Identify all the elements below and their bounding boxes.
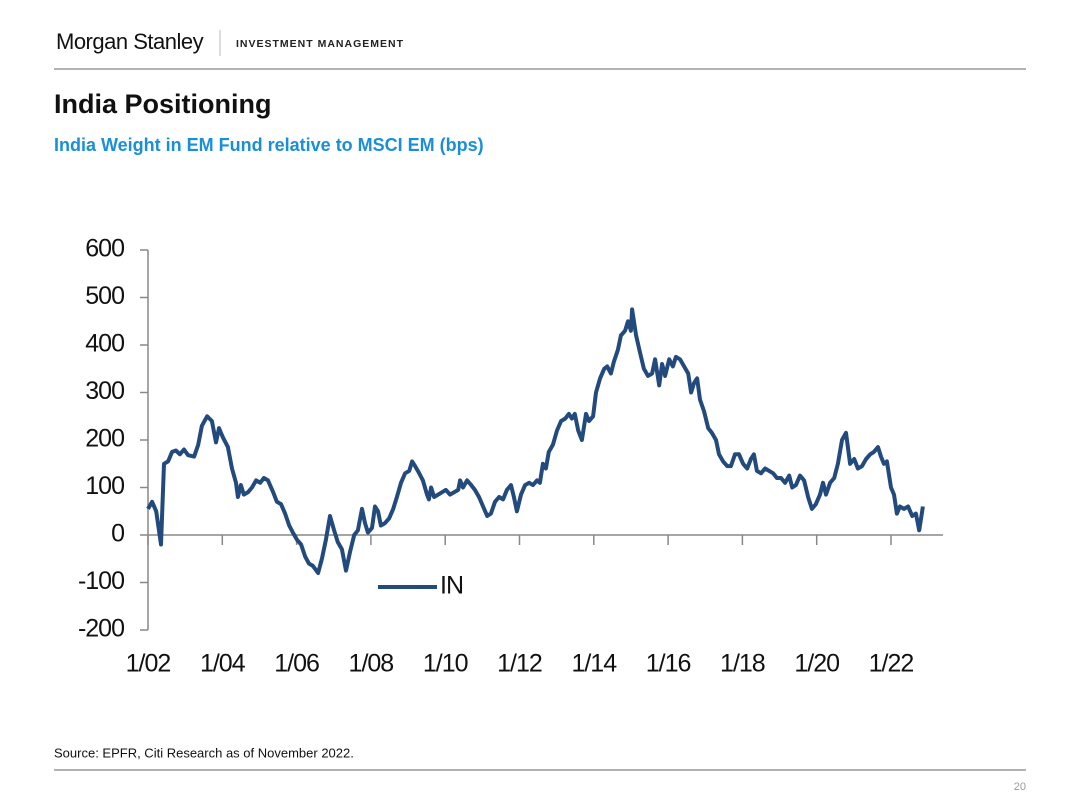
division: INVESTMENT MANAGEMENT bbox=[236, 38, 404, 50]
y-tick-label: 400 bbox=[85, 330, 124, 358]
y-tick-label: 600 bbox=[85, 235, 124, 263]
page-number: 20 bbox=[1014, 781, 1026, 793]
x-tick-label: 1/08 bbox=[349, 650, 394, 678]
y-tick-label: 500 bbox=[85, 282, 124, 310]
y-tick-label: -100 bbox=[78, 567, 124, 595]
data-line bbox=[146, 307, 925, 575]
x-tick-label: 1/18 bbox=[720, 650, 765, 678]
source: Source: EPFR, Citi Research as of Novemb… bbox=[54, 745, 354, 760]
x-tick-label: 1/22 bbox=[869, 650, 914, 678]
x-tick-label: 1/14 bbox=[571, 650, 617, 678]
y-tick-label: -200 bbox=[78, 615, 124, 643]
x-tick-label: 1/20 bbox=[794, 650, 839, 678]
y-tick-label: 300 bbox=[85, 377, 124, 405]
y-tick-label: 0 bbox=[111, 520, 124, 548]
x-tick-label: 1/04 bbox=[200, 650, 246, 678]
x-tick-label: 1/12 bbox=[497, 650, 542, 678]
x-tick-label: 1/02 bbox=[126, 650, 171, 678]
x-tick-label: 1/06 bbox=[274, 650, 319, 678]
x-tick-label: 1/10 bbox=[423, 650, 468, 678]
slide-title: India Positioning bbox=[54, 89, 272, 119]
y-tick-label: 200 bbox=[85, 425, 124, 453]
y-tick-label: 100 bbox=[85, 472, 124, 500]
legend-label: IN bbox=[440, 572, 463, 600]
chart-title: India Weight in EM Fund relative to MSCI… bbox=[54, 135, 484, 155]
x-tick-label: 1/16 bbox=[646, 650, 691, 678]
logo: Morgan Stanley bbox=[56, 29, 204, 54]
